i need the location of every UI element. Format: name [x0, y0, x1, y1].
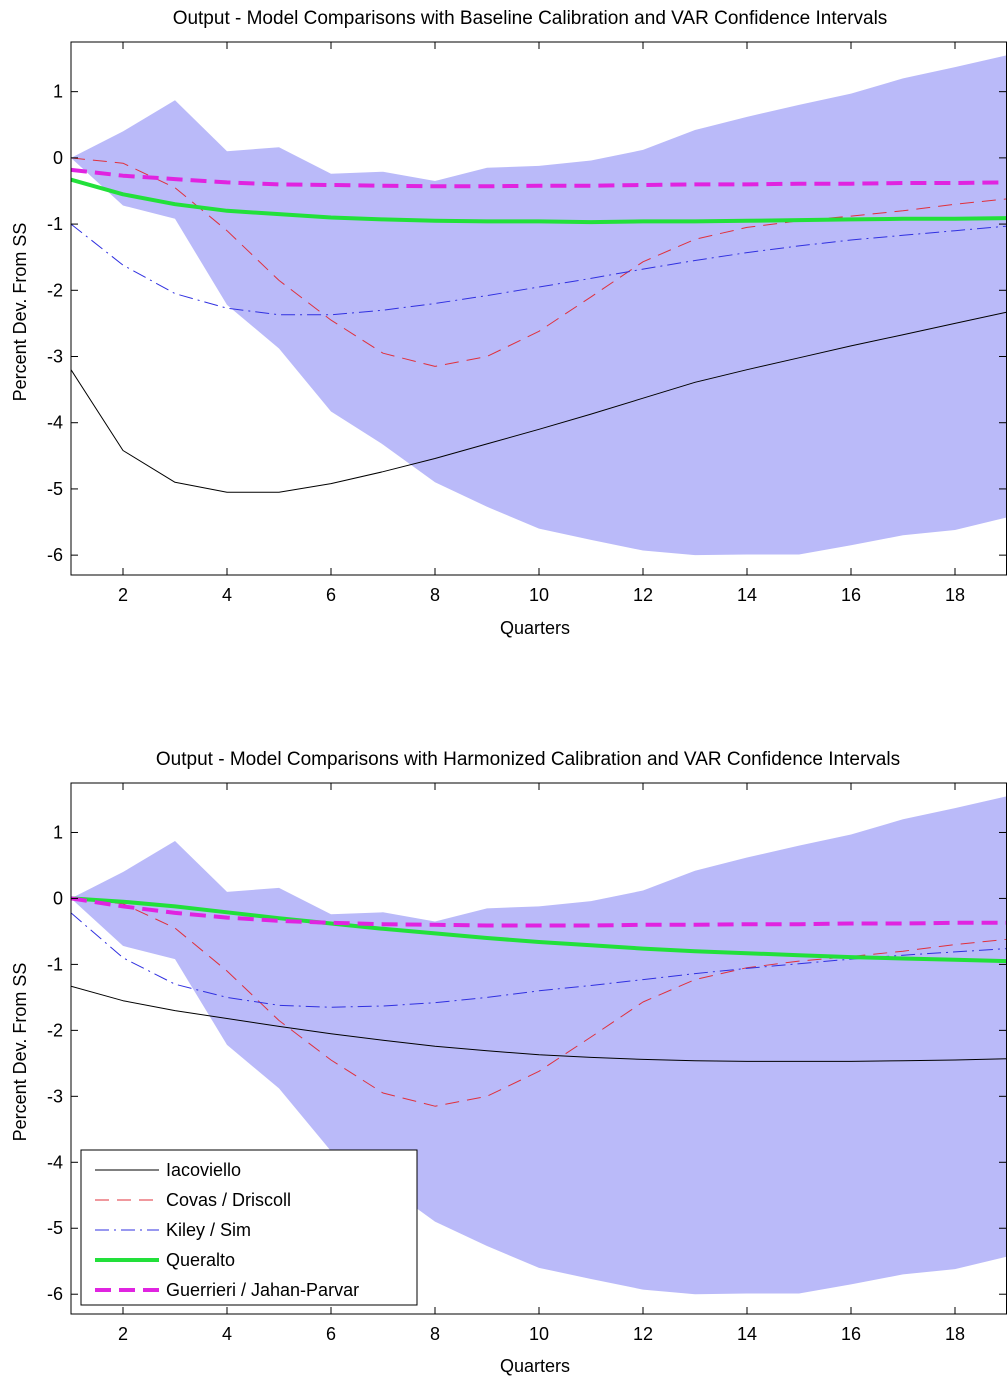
series-line-guerrieri-jahan-parvar — [71, 167, 1007, 189]
x-tick-label: 8 — [430, 585, 440, 605]
chart-harmonized: Output - Model Comparisons with Harmoniz… — [10, 749, 1007, 1376]
x-tick-label: 14 — [737, 585, 757, 605]
x-axis-label: Quarters — [500, 1356, 570, 1376]
x-tick-label: 6 — [326, 1324, 336, 1344]
legend-box — [80, 1149, 418, 1306]
legend-label: Kiley / Sim — [166, 1220, 251, 1240]
x-tick-label: 18 — [945, 585, 965, 605]
y-tick-label: 0 — [53, 148, 63, 168]
x-tick-label: 16 — [841, 585, 861, 605]
y-tick-label: -6 — [47, 545, 63, 565]
chart-title: Output - Model Comparisons with Harmoniz… — [156, 749, 900, 770]
chart-baseline: Output - Model Comparisons with Baseline… — [10, 8, 1007, 638]
y-tick-label: -5 — [47, 479, 63, 499]
x-tick-label: 14 — [737, 1324, 757, 1344]
y-tick-label: -1 — [47, 954, 63, 974]
series-line-queralto — [71, 896, 1007, 964]
x-axis-label: Quarters — [500, 618, 570, 638]
y-axis-label: Percent Dev. From SS — [10, 223, 30, 402]
legend-label: Covas / Driscoll — [166, 1190, 291, 1210]
x-tick-label: 4 — [222, 1324, 232, 1344]
y-tick-label: -5 — [47, 1218, 63, 1238]
series-line-queralto — [71, 177, 1007, 225]
y-tick-label: -4 — [47, 413, 63, 433]
x-tick-label: 8 — [430, 1324, 440, 1344]
series-line-covas-driscoll — [71, 897, 1007, 1107]
y-tick-label: -1 — [47, 214, 63, 234]
series-line-guerrieri-jahan-parvar — [71, 896, 1007, 928]
x-tick-label: 10 — [529, 1324, 549, 1344]
y-axis-label: Percent Dev. From SS — [10, 963, 30, 1142]
legend-label: Queralto — [166, 1250, 235, 1270]
series-line-iacoviello — [71, 311, 1007, 493]
legend-label: Iacoviello — [166, 1160, 241, 1180]
series-line-covas-driscoll — [71, 157, 1007, 367]
y-tick-label: -2 — [47, 280, 63, 300]
x-tick-label: 2 — [118, 1324, 128, 1344]
y-tick-label: -3 — [47, 1086, 63, 1106]
x-tick-label: 16 — [841, 1324, 861, 1344]
y-tick-label: 1 — [53, 82, 63, 102]
series-line-kiley-sim — [71, 223, 1007, 316]
legend: Iacoviello Covas / Driscoll Kiley / Sim Que… — [80, 1149, 418, 1306]
x-tick-label: 12 — [633, 1324, 653, 1344]
x-tick-label: 12 — [633, 585, 653, 605]
series-line-iacoviello — [71, 985, 1007, 1062]
y-tick-label: -3 — [47, 347, 63, 367]
y-tick-label: -4 — [47, 1152, 63, 1172]
x-tick-label: 18 — [945, 1324, 965, 1344]
legend-label: Guerrieri / Jahan-Parvar — [166, 1280, 359, 1300]
y-tick-label: 0 — [53, 888, 63, 908]
chart-title: Output - Model Comparisons with Baseline… — [173, 8, 888, 29]
x-tick-label: 10 — [529, 585, 549, 605]
series-lines — [71, 896, 1007, 1107]
y-tick-label: 1 — [53, 822, 63, 842]
x-tick-label: 6 — [326, 585, 336, 605]
confidence-band — [71, 55, 1007, 556]
x-tick-label: 4 — [222, 585, 232, 605]
series-lines — [71, 157, 1007, 493]
y-tick-label: -6 — [47, 1284, 63, 1304]
x-tick-label: 2 — [118, 585, 128, 605]
y-tick-label: -2 — [47, 1020, 63, 1040]
